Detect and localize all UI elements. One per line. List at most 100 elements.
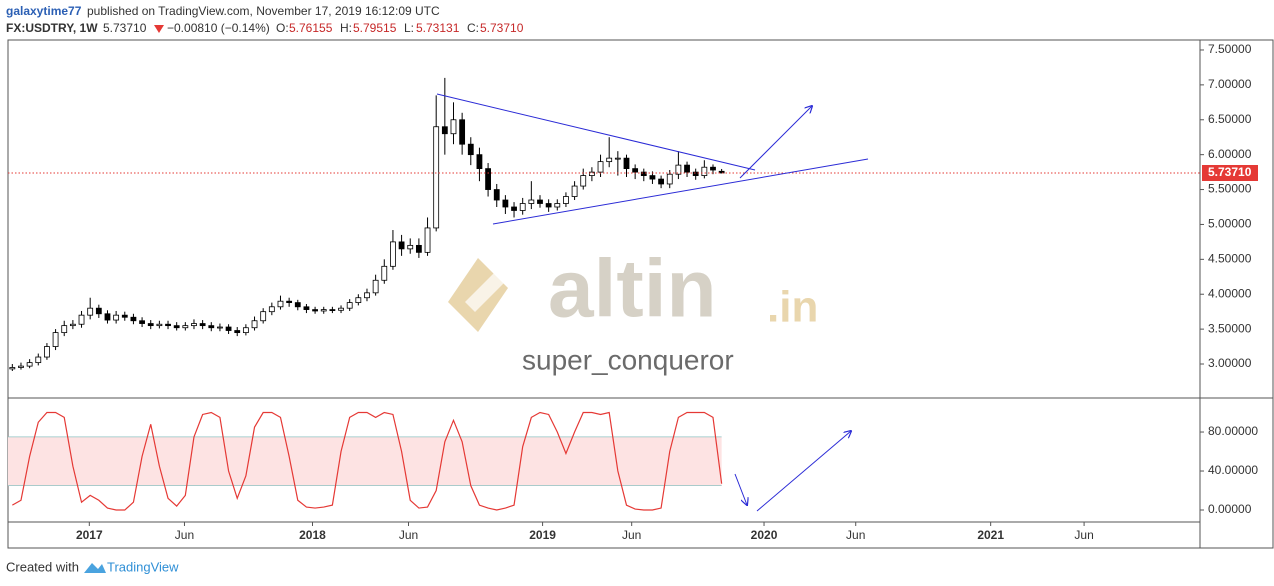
candle-body — [52, 332, 59, 347]
arrow-up — [739, 106, 812, 179]
y-tick-label: 80.00000 — [1208, 424, 1258, 438]
y-tick-label: 7.50000 — [1208, 42, 1252, 56]
candle-body — [666, 173, 673, 185]
brand: altin — [548, 244, 717, 335]
candle-body — [580, 175, 587, 187]
candle-body — [61, 325, 68, 334]
oscillator-line — [12, 411, 723, 511]
candle-body — [156, 323, 163, 327]
published: published on TradingView.com, November 1… — [87, 4, 440, 18]
down-triangle — [154, 25, 164, 33]
y-tick-label: 6.50000 — [1208, 112, 1252, 126]
footer-created: Created with — [6, 559, 79, 574]
candle-body — [511, 206, 517, 211]
candle-body — [675, 164, 682, 175]
brand-suffix: .in — [767, 283, 818, 332]
candle-body — [528, 199, 535, 204]
l-value: 5.73131 — [416, 21, 460, 35]
candle-body — [320, 309, 327, 312]
candle-body — [459, 119, 466, 145]
candle-body — [35, 356, 42, 364]
candle-body — [217, 326, 223, 329]
candle-body — [390, 241, 396, 267]
candle-body — [632, 168, 639, 173]
candle-body — [44, 346, 50, 358]
candle-body — [614, 157, 621, 160]
y-tick-label: 6.00000 — [1208, 147, 1252, 161]
candle-body — [623, 157, 630, 170]
candle-body — [260, 311, 267, 322]
change: −0.00810 (−0.14%) — [167, 21, 270, 35]
candle-body — [182, 325, 189, 329]
footer: Created with TradingView — [6, 559, 179, 574]
candle-body — [606, 157, 613, 163]
band — [8, 436, 722, 486]
author[interactable]: galaxytime77 — [6, 4, 82, 18]
price-label: 5.73710 — [1208, 165, 1252, 179]
candle-body — [415, 244, 422, 253]
candle-body — [537, 199, 543, 204]
candle-body — [710, 166, 716, 171]
candle-body — [658, 178, 664, 185]
candle-body — [18, 365, 24, 368]
y-tick-label: 5.00000 — [1208, 217, 1252, 231]
footer-brand[interactable]: TradingView — [107, 559, 179, 574]
candle-body — [684, 164, 690, 173]
x-tick-label: Jun — [175, 528, 194, 542]
c-value: 5.73710 — [480, 21, 524, 35]
candle-body — [545, 203, 552, 208]
trendline-upper — [436, 93, 756, 171]
y-tick-label: 4.00000 — [1208, 286, 1252, 300]
x-tick-label: Jun — [622, 528, 641, 542]
candle-body — [251, 320, 258, 329]
candle-body — [485, 168, 491, 190]
candle-body — [338, 307, 344, 311]
y-tick-label: 4.50000 — [1208, 252, 1252, 266]
candle-body — [467, 143, 474, 156]
y-tick-label: 3.00000 — [1208, 356, 1252, 370]
candle-body — [355, 297, 362, 304]
candle-body — [424, 227, 431, 253]
candle-body — [294, 302, 301, 308]
candle-body — [588, 171, 595, 176]
x-tick-label: Jun — [1074, 528, 1093, 542]
logo-cut — [465, 272, 505, 312]
candle-body — [277, 300, 284, 308]
candle-body — [563, 196, 569, 204]
y-tick-label: 5.50000 — [1208, 182, 1252, 196]
y-tick-label: 0.00000 — [1208, 502, 1252, 516]
candle-body — [268, 306, 275, 313]
o-value: 5.76155 — [289, 21, 333, 35]
candle-body — [476, 154, 483, 170]
candle-body — [450, 119, 457, 135]
candle-body — [519, 203, 526, 211]
candle-body — [242, 327, 249, 334]
h-value: 5.79515 — [353, 21, 397, 35]
candle-body — [372, 279, 379, 294]
candle-body — [571, 185, 578, 197]
candle-body — [121, 314, 128, 318]
watermark: altin .in super_conqueror — [448, 244, 818, 375]
candle-body — [649, 175, 656, 180]
drawings — [436, 93, 869, 512]
o-label: O: — [276, 21, 289, 35]
x-tick-label: 2017 — [76, 528, 103, 542]
x-tick-label: 2020 — [751, 528, 778, 542]
y-tick-label: 3.50000 — [1208, 321, 1252, 335]
candle-body — [692, 171, 699, 176]
candle-body — [381, 265, 388, 281]
y-tick-label: 7.00000 — [1208, 77, 1252, 91]
x-tick-label: Jun — [846, 528, 865, 542]
candle-body — [69, 323, 76, 327]
arrow-down — [734, 473, 747, 505]
l-label: L: — [404, 21, 414, 35]
candle-body — [147, 323, 154, 327]
candle-body — [433, 126, 440, 229]
arrow-up-osc — [756, 431, 851, 512]
candle-body — [9, 367, 16, 370]
candle-body — [640, 171, 647, 176]
candle-body — [493, 189, 500, 201]
candle-body — [364, 292, 370, 299]
candle-body — [26, 362, 33, 367]
